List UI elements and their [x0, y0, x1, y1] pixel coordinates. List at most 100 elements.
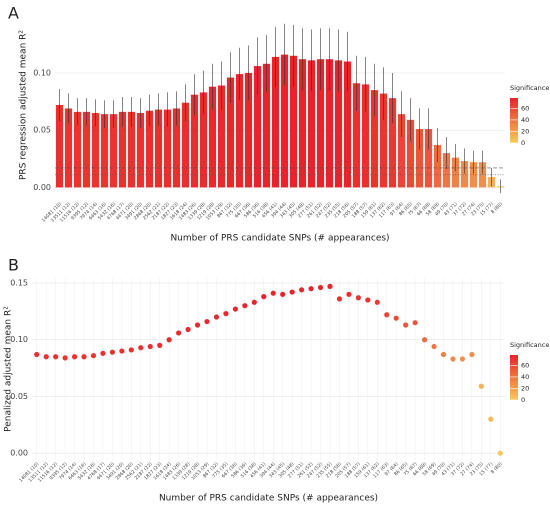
legend-title: Significance — [510, 84, 549, 92]
bar — [451, 157, 460, 188]
y-tick-label: 0.00 — [10, 449, 28, 458]
point — [147, 343, 153, 350]
bar — [415, 129, 424, 188]
point — [138, 345, 144, 351]
bar — [334, 60, 343, 188]
point — [421, 337, 428, 343]
point — [308, 286, 314, 292]
point — [289, 289, 295, 295]
bar — [199, 92, 208, 188]
y-tick-label: 0.05 — [33, 126, 51, 135]
bar — [433, 145, 442, 188]
colorbar-tick-label: 0 — [521, 139, 525, 147]
bar — [352, 83, 361, 188]
point — [412, 320, 418, 326]
point — [128, 347, 134, 353]
point — [242, 303, 248, 309]
point — [299, 287, 305, 293]
bar — [460, 161, 469, 188]
y-tick-label: 0.15 — [10, 278, 28, 287]
panel-label: A — [8, 4, 19, 23]
point — [374, 299, 380, 305]
point — [62, 355, 68, 361]
bar — [91, 113, 100, 188]
point — [204, 318, 210, 325]
colorbar — [510, 98, 518, 143]
point — [166, 337, 172, 343]
bar — [397, 114, 406, 188]
colorbar-tick-label: 40 — [521, 116, 529, 124]
point — [100, 350, 106, 356]
point — [261, 294, 267, 300]
point — [488, 416, 494, 422]
bar — [118, 111, 127, 188]
bar — [343, 61, 352, 188]
point — [450, 356, 456, 362]
bar — [280, 54, 289, 188]
y-axis-title: Penalized adjusted mean R² — [4, 306, 14, 432]
bar — [208, 86, 217, 188]
bar — [262, 63, 271, 188]
point — [185, 326, 191, 333]
panel-label: B — [8, 256, 19, 275]
point — [81, 354, 87, 360]
bar — [361, 84, 370, 188]
x-axis-title: Number of PRS candidate SNPs (# appearan… — [170, 234, 389, 244]
colorbar-tick-label: 40 — [521, 373, 529, 381]
colorbar-tick-label: 60 — [521, 104, 529, 112]
bar — [370, 90, 379, 188]
bar — [136, 113, 145, 188]
point — [346, 291, 352, 297]
point — [317, 284, 324, 291]
colorbar-tick-label: 20 — [521, 384, 529, 392]
point — [365, 297, 371, 303]
bar — [298, 59, 307, 188]
bar — [235, 74, 244, 188]
point — [232, 306, 238, 312]
point — [53, 354, 59, 360]
bar — [190, 94, 199, 188]
point — [478, 383, 484, 389]
bar — [100, 114, 109, 188]
point — [194, 322, 201, 328]
point — [336, 296, 343, 302]
point — [469, 351, 475, 358]
bar — [172, 108, 181, 188]
point — [176, 330, 182, 336]
point — [213, 314, 220, 320]
y-axis-title: PRS regression adjusted mean R² — [19, 30, 29, 180]
point — [109, 349, 116, 355]
point — [327, 283, 333, 289]
bar — [82, 111, 91, 188]
bar — [109, 114, 118, 188]
bar — [64, 108, 73, 188]
point — [90, 353, 97, 359]
point — [71, 354, 78, 360]
point — [403, 322, 409, 328]
bar — [181, 102, 190, 188]
bar — [388, 98, 397, 188]
colorbar-tick-label: 20 — [521, 127, 529, 135]
colorbar-tick-label: 0 — [521, 396, 525, 404]
point — [119, 348, 125, 354]
y-tick-label: 0.00 — [33, 183, 51, 192]
bar — [406, 119, 415, 188]
point — [280, 291, 286, 297]
x-axis-title: Number of PRS candidate SNPs (# appearan… — [159, 494, 378, 504]
point — [270, 290, 276, 296]
colorbar-tick-label: 60 — [521, 361, 529, 369]
point — [393, 315, 399, 321]
bar — [73, 111, 82, 188]
bar — [424, 129, 433, 188]
point — [43, 354, 49, 360]
bar — [379, 93, 388, 188]
bar — [226, 77, 235, 188]
bar — [316, 59, 325, 188]
point — [497, 450, 503, 456]
legend-title: Significance — [510, 341, 549, 349]
point — [223, 311, 229, 317]
y-tick-label: 0.10 — [33, 68, 51, 77]
point — [459, 356, 466, 362]
bar — [442, 153, 451, 188]
